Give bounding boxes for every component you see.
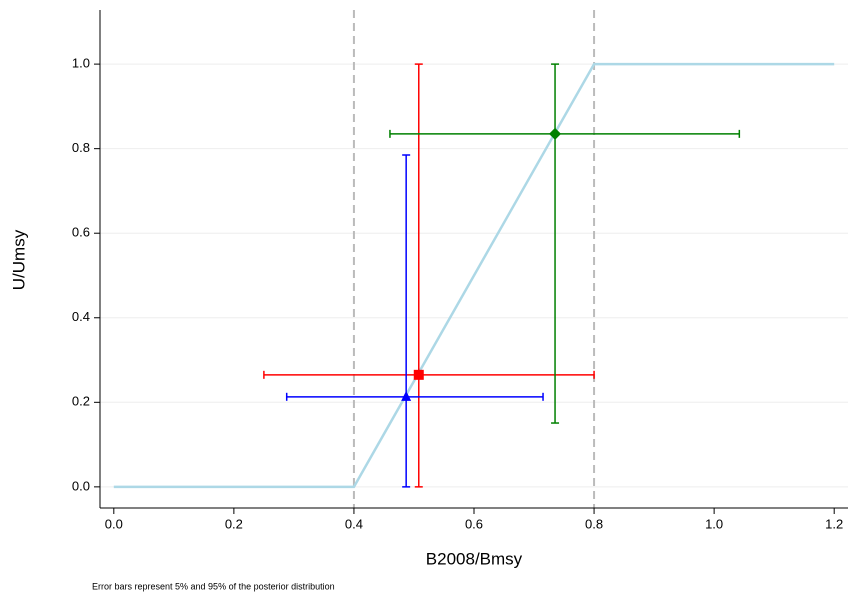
y-tick-label: 0.6 [72, 225, 90, 240]
x-tick-label: 0.2 [225, 516, 243, 531]
y-tick-label: 0.2 [72, 394, 90, 409]
y-tick-label: 0.0 [72, 478, 90, 493]
y-tick-label: 1.0 [72, 56, 90, 71]
y-tick-label: 0.4 [72, 309, 90, 324]
y-axis-label: U/Umsy [9, 229, 28, 290]
x-tick-label: 0.6 [465, 516, 483, 531]
x-tick-label: 0.4 [345, 516, 363, 531]
marker [401, 390, 412, 401]
x-tick-label: 1.2 [825, 516, 843, 531]
x-tick-label: 1.0 [705, 516, 723, 531]
footnote: Error bars represent 5% and 95% of the p… [92, 581, 335, 591]
x-tick-label: 0.0 [105, 516, 123, 531]
control-rule-line [113, 62, 835, 489]
y-tick-label: 0.8 [72, 140, 90, 155]
marker [413, 369, 424, 380]
x-axis-label: B2008/Bmsy [426, 549, 523, 568]
x-tick-label: 0.8 [585, 516, 603, 531]
marker [549, 127, 562, 140]
